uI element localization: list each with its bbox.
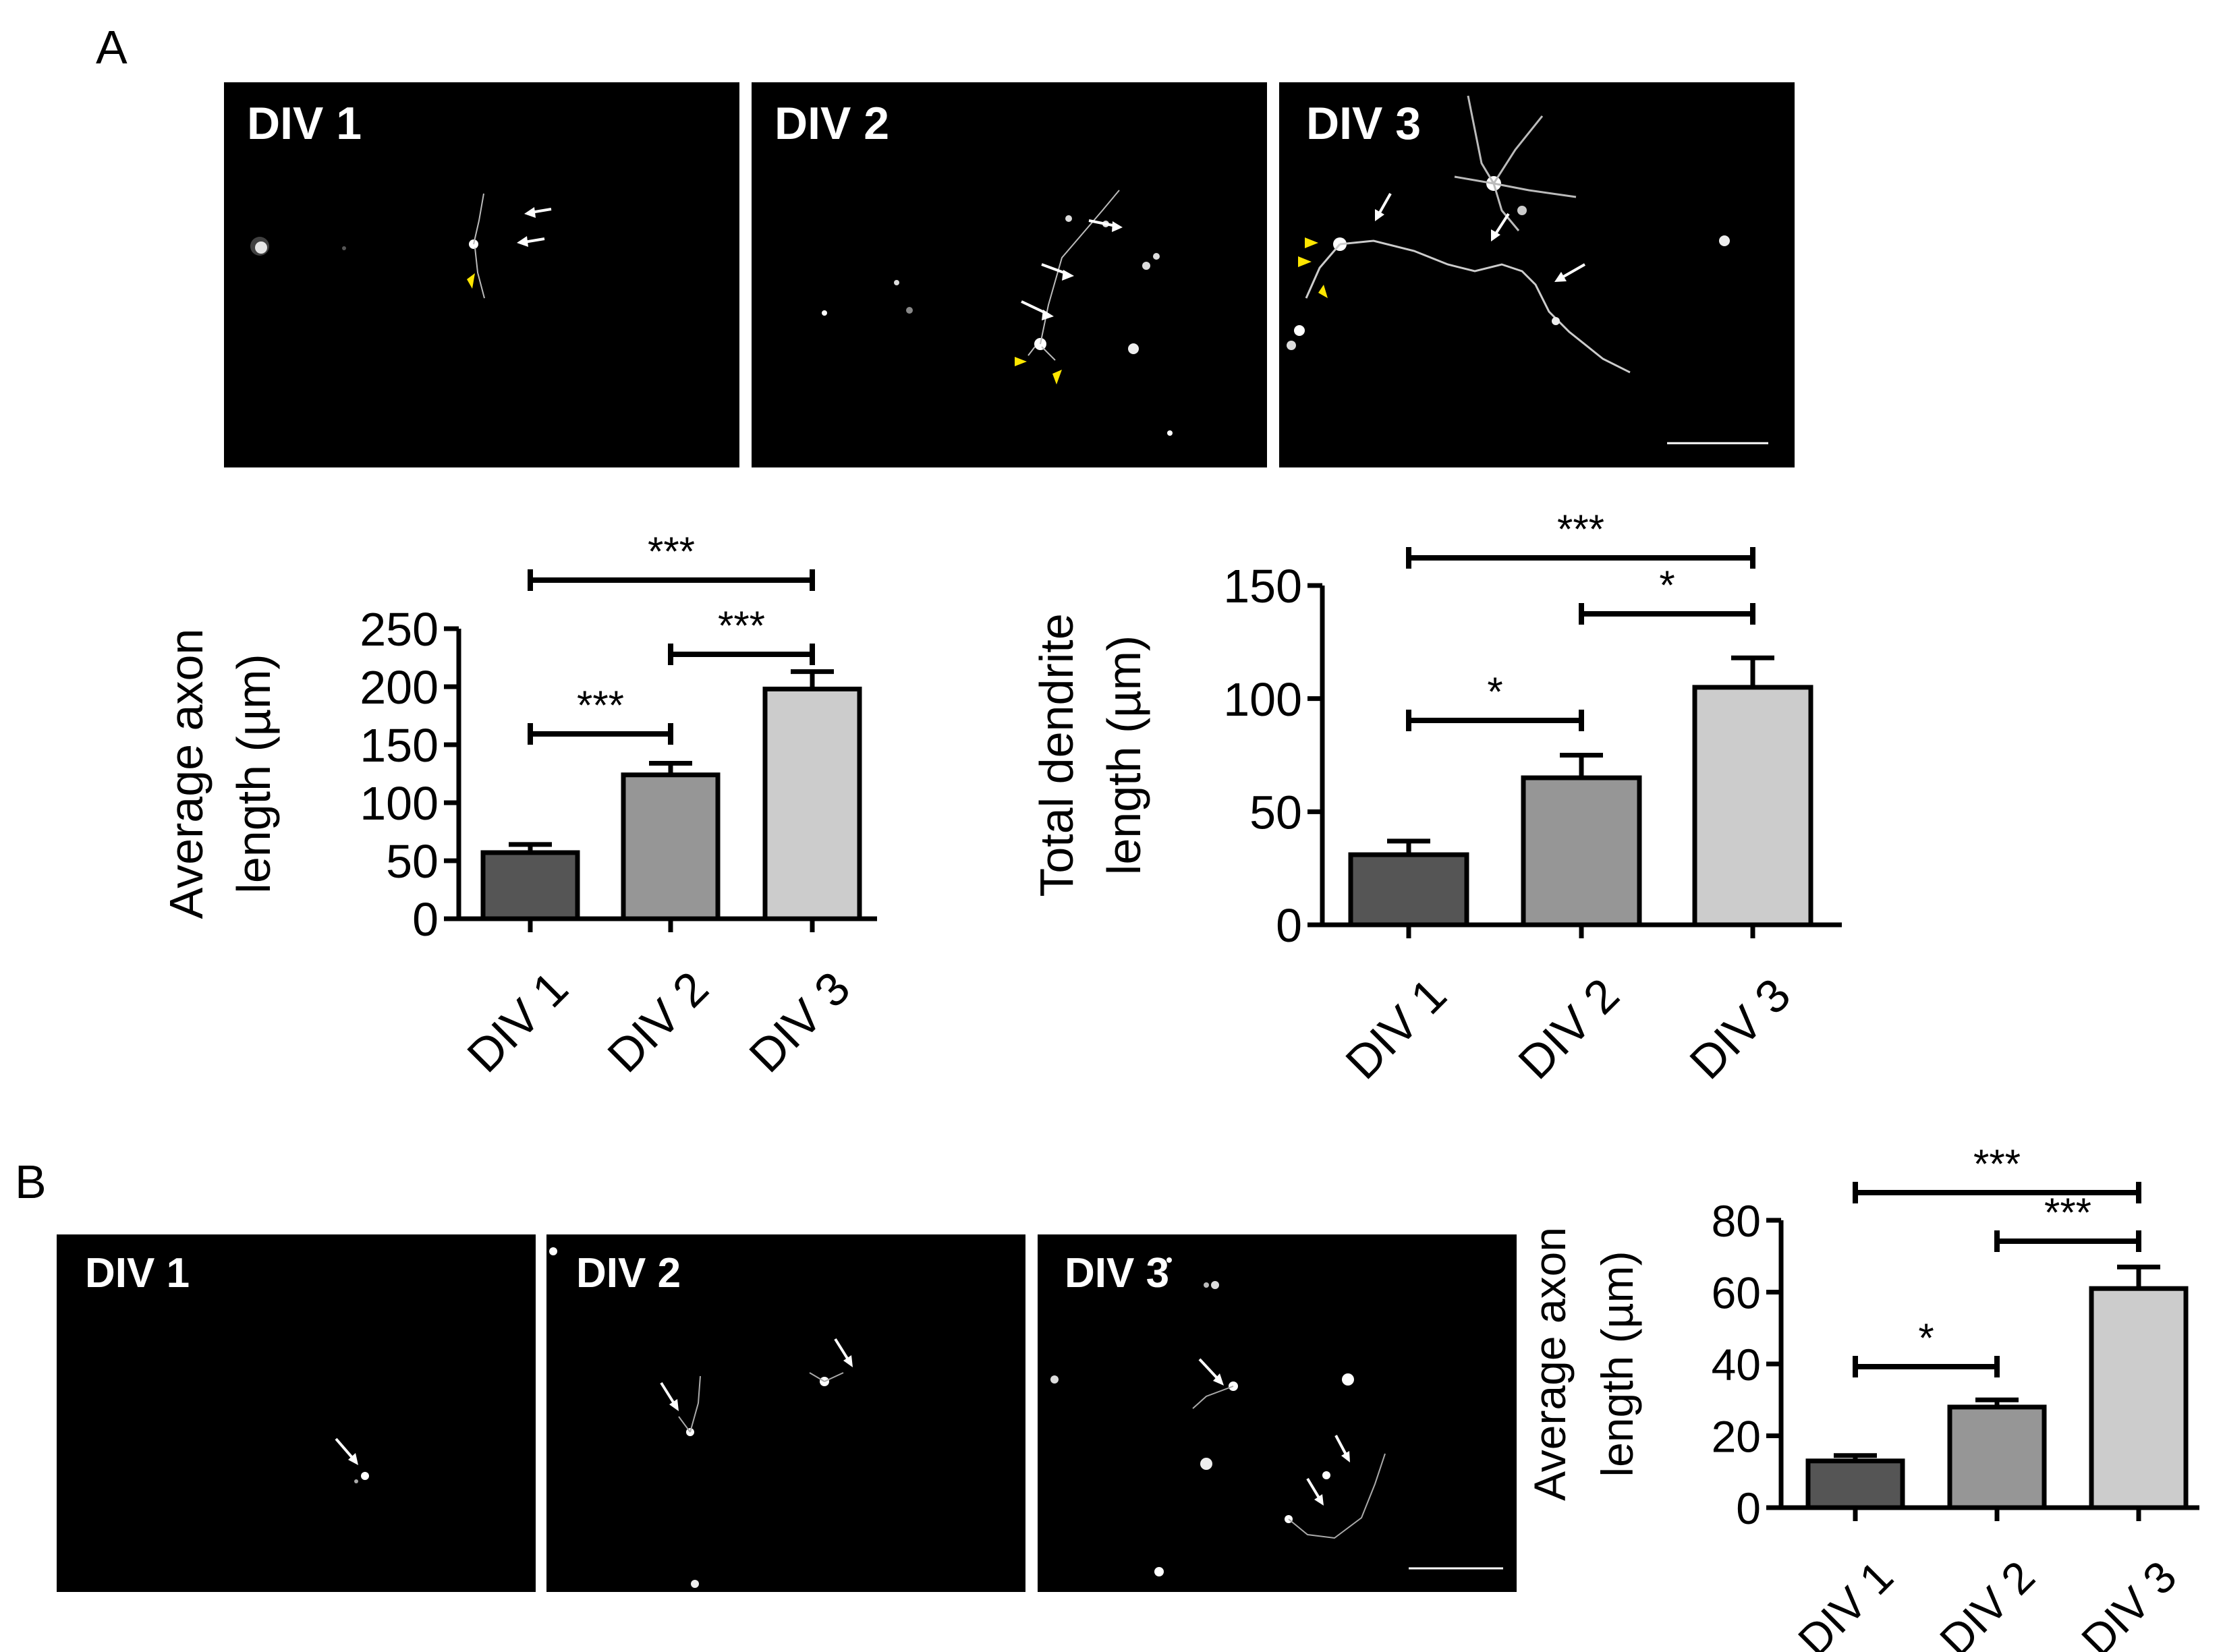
micrograph-a-div3-cells <box>1287 95 1768 445</box>
micrograph-b-div2: DIV 2 <box>546 1234 1025 1592</box>
panel-letter-a: A <box>96 21 128 74</box>
significance-label: * <box>1487 669 1502 714</box>
significance-label: *** <box>577 683 624 728</box>
significance-label: *** <box>1557 507 1604 552</box>
micrograph-b-div1-cells <box>335 1437 369 1483</box>
y-tick-label: 20 <box>1712 1411 1761 1461</box>
bar <box>2089 1286 2189 1510</box>
y-tick-label: 200 <box>360 661 439 714</box>
x-tick-label: DIV 2 <box>1930 1551 2044 1652</box>
y-tick-label: 150 <box>360 719 439 772</box>
x-tick-label: DIV 1 <box>1789 1551 1903 1652</box>
y-axis-label: length (µm) <box>227 654 280 893</box>
y-axis-label: Average axon <box>160 629 213 919</box>
panel-letter-b: B <box>15 1156 47 1208</box>
y-tick-label: 100 <box>1223 673 1302 726</box>
y-tick-label: 250 <box>360 603 439 656</box>
significance-label: * <box>1918 1315 1934 1361</box>
y-tick-label: 100 <box>360 777 439 830</box>
x-tick-label: DIV 3 <box>2072 1551 2186 1652</box>
y-tick-label: 40 <box>1712 1340 1761 1390</box>
bar <box>1805 1458 1905 1510</box>
significance-label: *** <box>1973 1141 2021 1187</box>
y-axis-label: length (µm) <box>1592 1251 1642 1477</box>
micrograph-a-div1-label: DIV 1 <box>247 98 362 149</box>
micrograph-b-div3: DIV 3 <box>1038 1234 1517 1592</box>
y-tick-label: 150 <box>1223 560 1302 613</box>
bar <box>1947 1404 2047 1510</box>
bar <box>1692 685 1813 928</box>
micrograph-b-div3-label: DIV 3 <box>1065 1250 1170 1297</box>
micrograph-b-div3-cells <box>1050 1257 1503 1576</box>
micrograph-a-div2: DIV 2 <box>752 82 1267 467</box>
y-axis-label: Total dendrite <box>1030 613 1083 896</box>
micrograph-b-div1: DIV 1 <box>57 1234 536 1592</box>
y-tick-label: 80 <box>1712 1196 1761 1246</box>
micrograph-a-div1: DIV 1 <box>224 82 739 467</box>
y-tick-label: 0 <box>1276 899 1302 952</box>
y-tick-label: 0 <box>1736 1483 1761 1533</box>
micrograph-a-div3-label: DIV 3 <box>1306 98 1422 149</box>
bar <box>762 686 862 921</box>
micrograph-b-div2-cells <box>549 1247 853 1588</box>
bar <box>1348 852 1469 928</box>
y-axis-label: length (µm) <box>1098 635 1150 875</box>
y-tick-label: 50 <box>1249 787 1302 839</box>
micrograph-a-div3: DIV 3 <box>1279 82 1795 467</box>
significance-label: *** <box>718 603 765 648</box>
significance-label: *** <box>648 529 695 574</box>
micrograph-b-div2-label: DIV 2 <box>576 1250 681 1297</box>
micrograph-a-div2-cells <box>822 190 1173 436</box>
significance-label: *** <box>2044 1190 2091 1235</box>
bar <box>621 772 721 921</box>
micrograph-b-div1-label: DIV 1 <box>85 1250 190 1297</box>
micrograph-a-div2-label: DIV 2 <box>775 98 890 149</box>
y-tick-label: 60 <box>1712 1268 1761 1317</box>
y-tick-label: 0 <box>412 893 439 946</box>
y-axis-label: Average axon <box>1525 1227 1575 1501</box>
micrograph-a-div1-cells <box>250 193 552 299</box>
y-tick-label: 50 <box>386 835 439 888</box>
significance-label: * <box>1659 563 1675 608</box>
